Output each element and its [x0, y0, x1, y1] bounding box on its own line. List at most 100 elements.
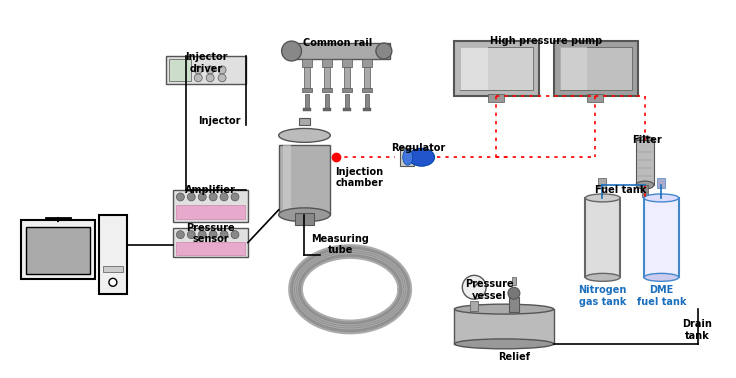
Circle shape [206, 66, 214, 74]
Circle shape [231, 231, 239, 239]
Circle shape [198, 231, 206, 239]
Bar [454, 41, 539, 96]
Text: Pressure
sensor: Pressure sensor [186, 223, 235, 244]
Circle shape [177, 193, 184, 201]
Bar [103, 266, 123, 273]
Bar [344, 67, 350, 89]
Circle shape [209, 193, 217, 201]
Bar [177, 242, 245, 254]
Bar [585, 198, 620, 277]
Bar [509, 297, 519, 312]
Bar [99, 215, 127, 294]
Bar [166, 56, 246, 84]
Text: Injector
driver: Injector driver [185, 52, 227, 74]
Bar [364, 67, 370, 89]
Bar [174, 228, 248, 257]
Ellipse shape [636, 181, 654, 189]
Circle shape [188, 231, 195, 239]
Ellipse shape [279, 129, 330, 143]
Circle shape [462, 275, 486, 299]
Bar [400, 148, 414, 166]
Bar [343, 108, 351, 111]
Circle shape [109, 278, 117, 286]
Text: Injector: Injector [199, 116, 241, 125]
Circle shape [209, 231, 217, 239]
Circle shape [194, 74, 202, 82]
Ellipse shape [408, 148, 434, 166]
Bar [553, 41, 638, 96]
Bar [325, 94, 329, 108]
Bar [362, 59, 372, 67]
Bar [642, 185, 648, 197]
Bar [169, 59, 191, 81]
Bar [302, 59, 312, 67]
Ellipse shape [454, 304, 553, 314]
Text: Regulator: Regulator [392, 143, 446, 153]
Text: Drain
tank: Drain tank [682, 319, 712, 341]
Text: Measuring
tube: Measuring tube [311, 234, 369, 255]
Text: Nitrogen
gas tank: Nitrogen gas tank [578, 285, 627, 307]
Text: Amplifier: Amplifier [185, 185, 236, 195]
Bar [177, 205, 245, 219]
Bar [322, 88, 332, 92]
Ellipse shape [454, 339, 553, 349]
Bar [323, 108, 331, 111]
Circle shape [220, 193, 228, 201]
Ellipse shape [585, 194, 620, 202]
Circle shape [194, 66, 202, 74]
Ellipse shape [279, 208, 330, 222]
Circle shape [231, 193, 239, 201]
Bar [362, 88, 372, 92]
Bar [279, 145, 330, 215]
Bar [294, 213, 314, 225]
Bar [303, 108, 311, 111]
Bar [454, 309, 553, 344]
Ellipse shape [403, 149, 413, 165]
Circle shape [218, 74, 226, 82]
Bar [342, 88, 352, 92]
Bar [559, 47, 587, 90]
Bar [644, 198, 679, 277]
Bar [21, 220, 95, 279]
Bar [488, 94, 504, 102]
Bar [460, 47, 488, 90]
Bar [345, 94, 349, 108]
Bar [305, 94, 309, 108]
Ellipse shape [636, 136, 654, 144]
Bar [322, 59, 332, 67]
Circle shape [218, 66, 226, 74]
Circle shape [206, 74, 214, 82]
Text: Pressure
vessel: Pressure vessel [465, 279, 514, 301]
Text: Common rail: Common rail [303, 38, 372, 48]
Bar [342, 59, 352, 67]
Bar [283, 145, 291, 215]
Bar [286, 43, 390, 59]
Ellipse shape [644, 194, 679, 202]
Bar [365, 94, 369, 108]
Circle shape [282, 41, 302, 61]
Text: Relief: Relief [498, 352, 530, 362]
Bar [559, 47, 632, 90]
Bar [512, 277, 516, 285]
Bar [174, 190, 248, 222]
Circle shape [198, 193, 206, 201]
Circle shape [177, 231, 184, 239]
Circle shape [376, 43, 392, 59]
Bar [636, 140, 654, 185]
Text: DME
fuel tank: DME fuel tank [637, 285, 686, 307]
Bar [657, 178, 665, 188]
Bar [299, 118, 311, 125]
Bar [470, 301, 478, 311]
Ellipse shape [585, 273, 620, 281]
Bar [363, 108, 371, 111]
Circle shape [188, 193, 195, 201]
Text: Fuel tank: Fuel tank [595, 185, 647, 195]
Text: Injection
chamber: Injection chamber [335, 167, 383, 188]
Bar [26, 227, 90, 274]
Text: High pressure pump: High pressure pump [490, 36, 602, 46]
Bar [587, 94, 604, 102]
Text: Filter: Filter [632, 135, 662, 146]
Ellipse shape [644, 273, 679, 281]
Bar [325, 67, 330, 89]
Bar [598, 178, 606, 188]
